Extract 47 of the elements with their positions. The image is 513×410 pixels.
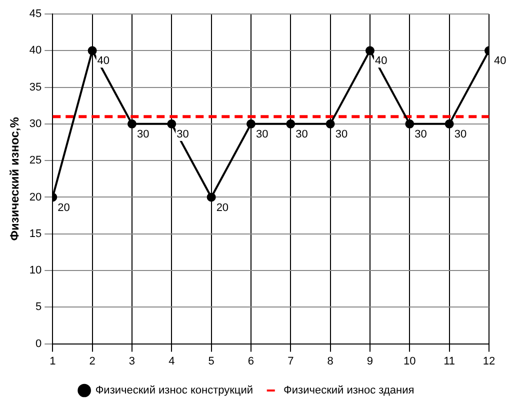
y-tick-label: 30 [29,118,42,130]
point [246,119,256,128]
y-tick-label: 45 [29,8,42,20]
data-label: 20 [216,202,229,214]
point [167,119,176,128]
x-tick-label: 6 [248,355,254,368]
point [127,119,136,128]
x-tick-label: 10 [404,355,416,368]
y-tick-label: 5 [36,301,42,314]
y-tick-label: 15 [29,228,42,240]
data-label: 30 [176,128,189,140]
x-tick-label: 9 [366,355,374,368]
x-tick-label: 12 [482,355,496,368]
y-tick-label: 35 [29,81,42,94]
x-tick-label: 7 [288,355,294,368]
point [365,46,374,56]
data-label: 30 [136,128,150,140]
y-axis-title: Физический износ,% [8,116,22,241]
x-tick-label: 1 [50,355,56,368]
data-label: 30 [335,128,348,140]
point [405,119,414,128]
data-label: 30 [454,128,467,140]
x-tick-label: 2 [89,355,96,368]
data-label: 40 [494,55,506,68]
x-tick-label: 4 [168,355,175,368]
data-label: 40 [374,55,388,68]
data-label: 30 [414,128,427,140]
point [88,46,97,56]
data-label: 30 [256,128,268,140]
y-tick-label: 40 [29,44,42,57]
y-tick-label: 10 [29,264,42,277]
point [444,119,454,128]
y-tick-label: 20 [29,191,42,204]
point [206,192,216,202]
data-label: 40 [97,55,110,68]
x-tick-label: 11 [444,355,456,368]
legend-label: Физический износ конструкций [95,384,254,397]
legend-label: Физический износ здания [284,384,414,397]
data-label: 20 [58,202,70,214]
y-tick-label: 25 [29,154,42,167]
point [286,119,296,128]
point [326,119,335,128]
x-tick-label: 8 [327,355,334,368]
x-tick-label: 5 [208,355,214,368]
x-tick-label: 3 [128,355,136,368]
data-label: 30 [296,128,308,140]
y-tick-label: 0 [36,338,42,350]
